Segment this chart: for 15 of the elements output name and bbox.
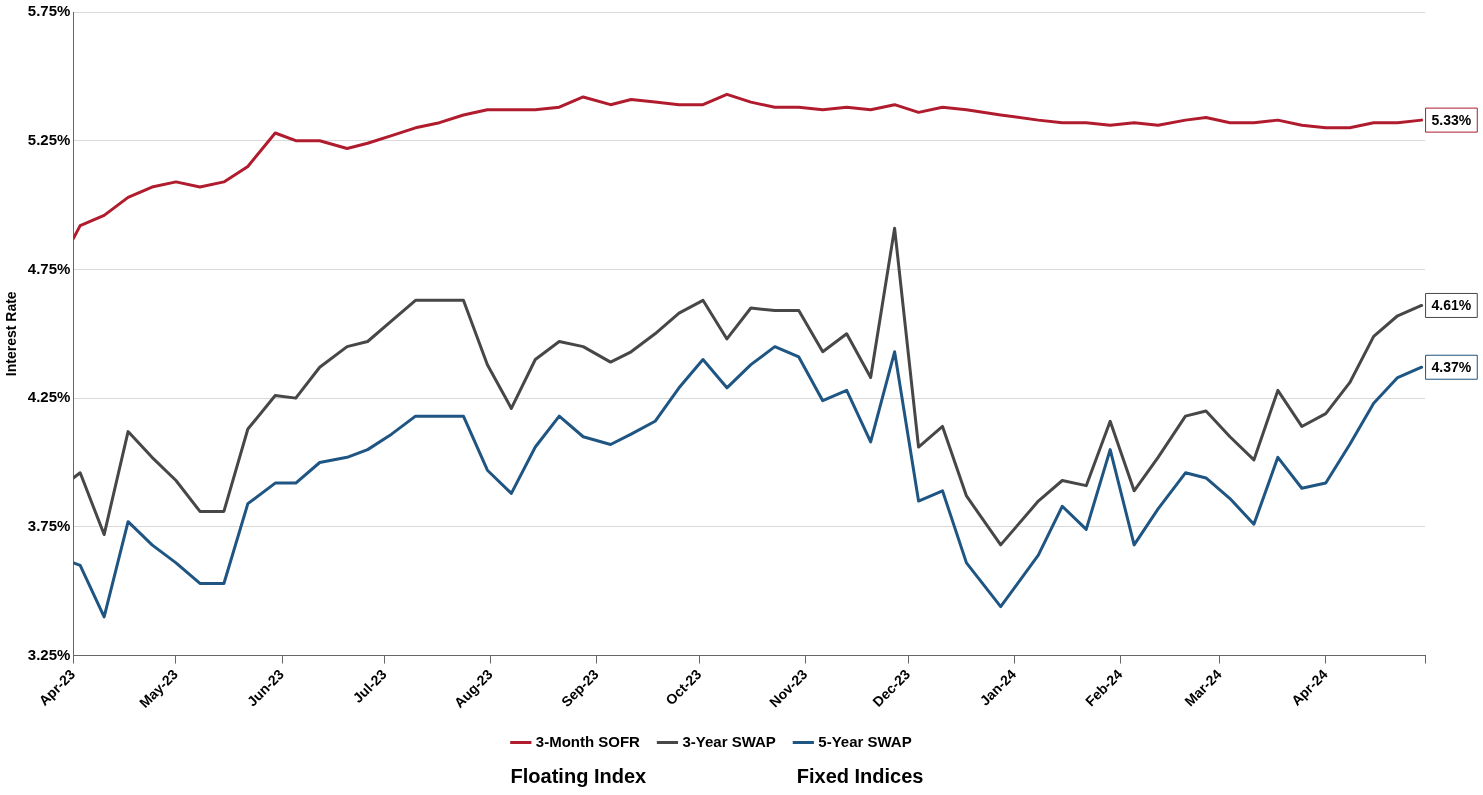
legend-label: 5-Year SWAP (818, 732, 912, 750)
text: Floating Index (510, 765, 647, 788)
y-tick-label: 3.75% (27, 516, 71, 534)
y-tick-label: 5.25% (27, 130, 71, 148)
legend-label: 3-Year SWAP (682, 732, 776, 750)
data-label: 4.61% (1431, 297, 1472, 314)
y-tick-label: 4.25% (27, 388, 71, 406)
data-label: 5.33% (1431, 111, 1472, 128)
y-tick-label: 3.25% (27, 645, 71, 663)
data-label: 4.37% (1431, 359, 1472, 376)
y-tick-label: 5.75% (27, 2, 71, 20)
y-tick-label: 4.75% (27, 259, 71, 277)
legend-label: 3-Month SOFR (535, 732, 641, 750)
text: Fixed Indices (796, 765, 924, 788)
y-axis-title: Interest Rate (3, 291, 20, 377)
